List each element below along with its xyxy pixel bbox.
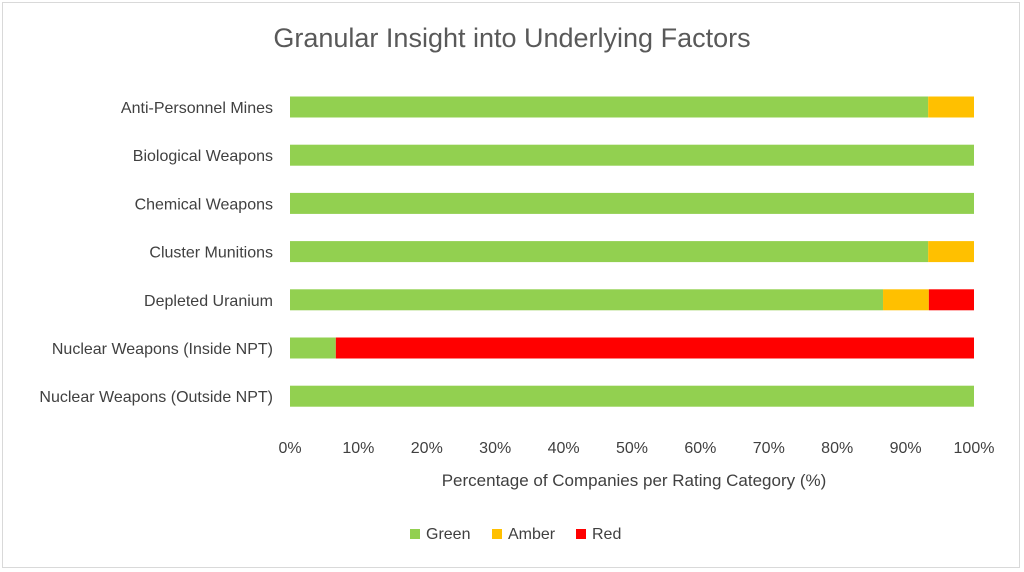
legend-swatch-amber [492, 529, 502, 539]
bar-green [290, 337, 336, 359]
x-tick-label: 80% [821, 440, 853, 457]
category-label: Biological Weapons [133, 148, 273, 165]
x-tick-label: 40% [548, 440, 580, 457]
legend-swatch-red [576, 529, 586, 539]
bar-green [290, 289, 884, 311]
x-tick-label: 70% [753, 440, 785, 457]
bar-green [290, 192, 974, 214]
chart-svg: Anti-Personnel Mines Biological Weapons Ch… [39, 96, 995, 543]
x-tick-label: 10% [342, 440, 374, 457]
x-tick-label: 30% [479, 440, 511, 457]
category-label: Nuclear Weapons (Outside NPT) [39, 389, 273, 406]
x-tick-label: 100% [954, 440, 995, 457]
x-tick-label: 90% [890, 440, 922, 457]
category-label: Anti-Personnel Mines [121, 100, 273, 117]
legend-label-green: Green [426, 526, 470, 543]
x-tick-label: 0% [278, 440, 301, 457]
legend-swatch-green [410, 529, 420, 539]
chart-title: Granular Insight into Underlying Factors [273, 23, 751, 53]
legend-label-red: Red [592, 526, 621, 543]
x-axis-title: Percentage of Companies per Rating Categ… [442, 471, 827, 490]
bar-amber [883, 289, 929, 311]
bar-green [290, 385, 974, 407]
bar-green [290, 241, 929, 263]
bar-red [928, 289, 974, 311]
bar-amber [928, 241, 974, 263]
bar-amber [928, 96, 974, 118]
category-label: Nuclear Weapons (Inside NPT) [52, 341, 273, 358]
x-tick-label: 60% [684, 440, 716, 457]
legend-label-amber: Amber [508, 526, 556, 543]
category-label: Cluster Munitions [149, 245, 273, 262]
category-label: Chemical Weapons [135, 196, 273, 213]
bar-green [290, 96, 929, 118]
x-tick-label: 20% [411, 440, 443, 457]
bar-green [290, 144, 974, 166]
bar-red [335, 337, 974, 359]
x-tick-label: 50% [616, 440, 648, 457]
category-label: Depleted Uranium [144, 293, 273, 310]
